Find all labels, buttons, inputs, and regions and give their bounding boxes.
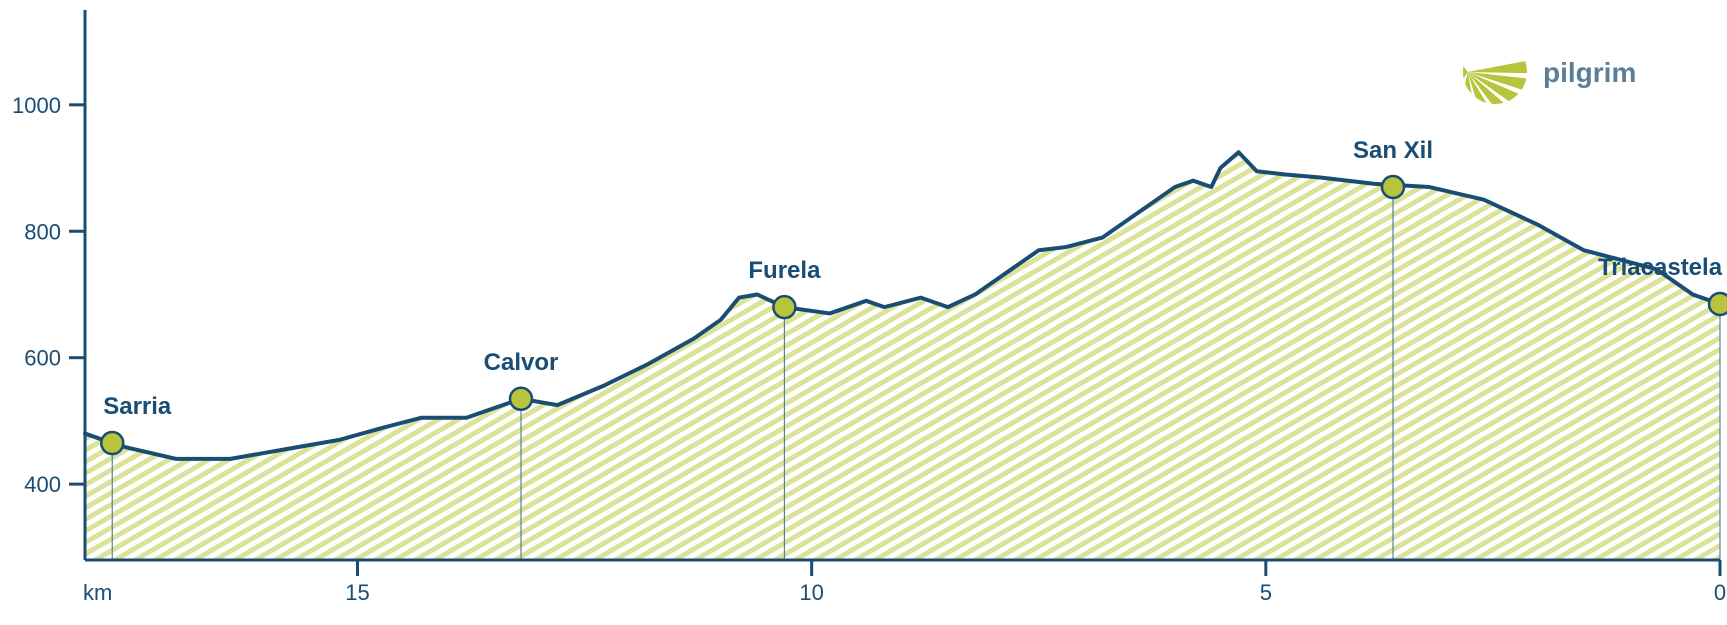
x-tick-label: 15 (345, 580, 369, 605)
waypoint-label: San Xil (1353, 137, 1433, 164)
waypoint-label: Furela (748, 257, 821, 284)
waypoint-marker (1382, 176, 1404, 198)
x-tick-label: 5 (1260, 580, 1272, 605)
y-axis-ticks: 400 600 800 1000 (12, 93, 85, 497)
brand-label: pilgrim (1543, 57, 1636, 88)
x-axis-unit-label: km (83, 580, 112, 605)
x-tick-label: 0 (1714, 580, 1726, 605)
y-tick-label: 1000 (12, 93, 61, 118)
waypoint-label: Calvor (484, 349, 559, 376)
y-tick-label: 800 (24, 219, 61, 244)
waypoint-marker (1709, 293, 1727, 315)
chart-svg: 400 600 800 1000 15 10 5 0 km Sarria Calvor Fure… (0, 0, 1727, 625)
brand-shell-icon (1463, 61, 1527, 104)
waypoint-marker (773, 296, 795, 318)
waypoint-marker (510, 388, 532, 410)
x-tick-label: 10 (799, 580, 823, 605)
x-axis-ticks: 15 10 5 0 (345, 560, 1726, 605)
elevation-chart: 400 600 800 1000 15 10 5 0 km Sarria Calvor Fure… (0, 0, 1727, 625)
elevation-area-fill (85, 152, 1720, 560)
waypoint-label: Triacastela (1598, 254, 1723, 281)
waypoint-label: Sarria (103, 393, 172, 420)
y-tick-label: 400 (24, 472, 61, 497)
brand: pilgrim (1463, 57, 1636, 104)
y-tick-label: 600 (24, 346, 61, 371)
brand-shell-wedge (1468, 61, 1527, 73)
waypoint-marker (101, 432, 123, 454)
